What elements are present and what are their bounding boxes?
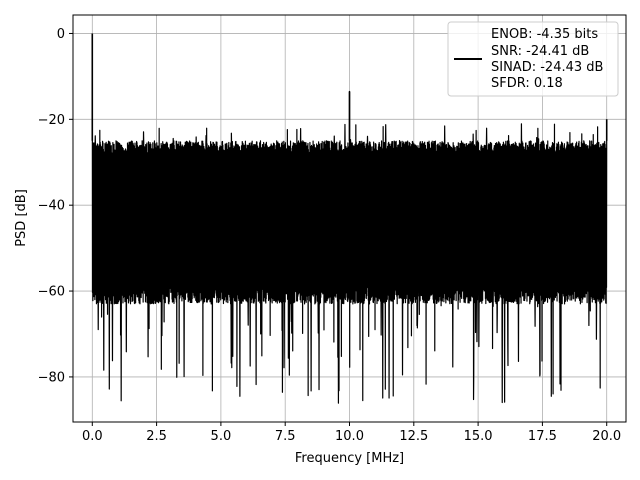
y-tick-label: −80 (38, 370, 65, 385)
x-tick-label: 20.0 (592, 429, 621, 444)
legend-line-enob: ENOB: -4.35 bits (491, 27, 598, 42)
x-tick-label: 10.0 (335, 429, 364, 444)
x-tick-label: 7.5 (275, 429, 296, 444)
x-tick-label: 12.5 (399, 429, 428, 444)
y-axis-label: PSD [dB] (14, 189, 29, 247)
legend: ENOB: -4.35 bits SNR: -24.41 dB SINAD: -… (447, 21, 619, 97)
y-tick-label: −40 (38, 199, 65, 214)
x-tick-label: 15.0 (464, 429, 493, 444)
x-tick-label: 17.5 (528, 429, 557, 444)
legend-box (447, 21, 619, 97)
x-tick-label: 0.0 (82, 429, 103, 444)
psd-series (91, 33, 608, 404)
legend-line-snr: SNR: -24.41 dB (491, 44, 589, 59)
y-tick-label: 0 (57, 27, 65, 42)
x-axis-ticks: 0.0 2.5 5.0 7.5 10.0 12.5 15.0 17.5 20.0 (82, 422, 621, 444)
legend-line-sinad: SINAD: -24.43 dB (491, 60, 603, 75)
y-tick-label: −60 (38, 285, 65, 300)
y-axis-ticks: 0 −20 −40 −60 −80 (38, 27, 73, 385)
x-tick-label: 2.5 (146, 429, 167, 444)
y-tick-label: −20 (38, 113, 65, 128)
x-axis-label: Frequency [MHz] (295, 451, 404, 466)
x-tick-label: 5.0 (211, 429, 232, 444)
legend-line-sfdr: SFDR: 0.18 (491, 76, 563, 91)
